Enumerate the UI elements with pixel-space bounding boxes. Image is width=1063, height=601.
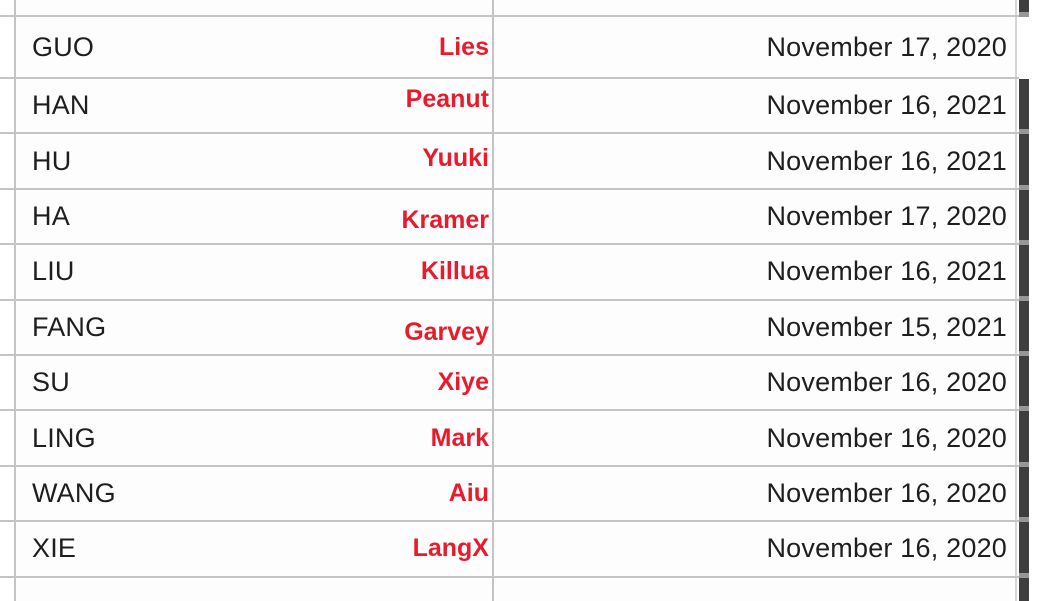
edge-column-cell[interactable]	[0, 0, 16, 15]
date-cell[interactable]: November 16, 2020	[494, 522, 1017, 576]
name-cell[interactable]: FANG Garvey	[16, 300, 494, 354]
edge-column-cell[interactable]	[0, 17, 16, 77]
name-cell[interactable]	[16, 577, 494, 601]
edge-column-cell[interactable]	[0, 355, 16, 410]
date-text: November 17, 2020	[766, 31, 1007, 62]
table-row: LING Mark November 16, 2020	[0, 411, 1019, 467]
last-name-text: LIU	[32, 256, 75, 287]
first-name-text: Peanut	[405, 85, 489, 114]
last-name-text: WANG	[32, 477, 116, 508]
date-text: November 16, 2020	[766, 367, 1007, 398]
last-name-text: GUO	[32, 31, 95, 62]
edge-column-cell[interactable]	[0, 245, 16, 299]
last-name-text: HAN	[32, 90, 90, 121]
edge-column-cell[interactable]	[0, 300, 16, 354]
name-cell[interactable]: HAN Peanut	[16, 79, 494, 133]
last-name-text: XIE	[32, 533, 77, 564]
scrollbar-thumb[interactable]	[1019, 0, 1029, 601]
date-text: November 16, 2021	[766, 256, 1007, 287]
first-name-text: Yuuki	[422, 143, 489, 172]
date-text: November 16, 2020	[766, 422, 1007, 453]
table-row: HA Kramer November 17, 2020	[0, 189, 1019, 246]
date-cell[interactable]: November 16, 2020	[494, 355, 1017, 410]
edge-column-cell[interactable]	[0, 189, 16, 244]
date-cell[interactable]: November 16, 2020	[494, 466, 1017, 521]
name-cell[interactable]: SU Xiye	[16, 355, 494, 410]
date-cell[interactable]	[494, 577, 1017, 601]
date-cell[interactable]: November 16, 2020	[494, 411, 1017, 465]
date-text: November 16, 2021	[766, 90, 1007, 121]
table-row-partial	[0, 577, 1019, 601]
date-cell[interactable]: November 15, 2021	[494, 300, 1017, 354]
name-cell[interactable]	[16, 0, 494, 15]
edge-column-cell[interactable]	[0, 134, 16, 188]
last-name-text: FANG	[32, 311, 107, 342]
date-cell[interactable]: November 17, 2020	[494, 17, 1017, 77]
table-row: HAN Peanut November 16, 2021	[0, 79, 1019, 135]
table-row: WANG Aiu November 16, 2020	[0, 466, 1019, 523]
name-cell[interactable]: GUO Lies	[16, 17, 494, 77]
date-text: November 17, 2020	[766, 200, 1007, 231]
first-name-text: Garvey	[404, 317, 489, 346]
first-name-text: Xiye	[437, 368, 489, 397]
first-name-text: Aiu	[448, 478, 489, 507]
date-cell[interactable]	[494, 0, 1017, 15]
date-text: November 16, 2021	[766, 145, 1007, 176]
first-name-text: Killua	[420, 257, 489, 286]
table-row-partial	[0, 0, 1019, 17]
first-name-text: LangX	[412, 534, 489, 563]
date-cell[interactable]: November 17, 2020	[494, 189, 1017, 244]
edge-column-cell[interactable]	[0, 79, 16, 133]
last-name-text: LING	[32, 422, 96, 453]
first-name-text: Mark	[430, 423, 489, 452]
name-cell[interactable]: LING Mark	[16, 411, 494, 465]
table-row: FANG Garvey November 15, 2021	[0, 300, 1019, 356]
date-cell[interactable]: November 16, 2021	[494, 79, 1017, 133]
first-name-text: Kramer	[401, 205, 489, 234]
date-cell[interactable]: November 16, 2021	[494, 245, 1017, 299]
name-cell[interactable]: XIE LangX	[16, 522, 494, 576]
edge-column-cell[interactable]	[0, 411, 16, 465]
name-cell[interactable]: WANG Aiu	[16, 466, 494, 521]
table-row: LIU Killua November 16, 2021	[0, 245, 1019, 301]
first-name-text: Lies	[438, 32, 489, 61]
name-cell[interactable]: LIU Killua	[16, 245, 494, 299]
table-row: GUO Lies November 17, 2020	[0, 17, 1019, 79]
date-text: November 16, 2020	[766, 533, 1007, 564]
table-row: HU Yuuki November 16, 2021	[0, 134, 1019, 190]
last-name-text: HU	[32, 145, 72, 176]
last-name-text: HA	[32, 200, 70, 231]
table: GUO Lies November 17, 2020 HAN Peanut No…	[0, 0, 1019, 601]
name-cell[interactable]: HA Kramer	[16, 189, 494, 244]
name-cell[interactable]: HU Yuuki	[16, 134, 494, 188]
date-cell[interactable]: November 16, 2021	[494, 134, 1017, 188]
date-text: November 15, 2021	[766, 311, 1007, 342]
edge-column-cell[interactable]	[0, 577, 16, 601]
edge-column-cell[interactable]	[0, 466, 16, 521]
last-name-text: SU	[32, 367, 70, 398]
table-row: XIE LangX November 16, 2020	[0, 522, 1019, 578]
date-text: November 16, 2020	[766, 477, 1007, 508]
table-row: SU Xiye November 16, 2020	[0, 355, 1019, 412]
edge-column-cell[interactable]	[0, 522, 16, 576]
